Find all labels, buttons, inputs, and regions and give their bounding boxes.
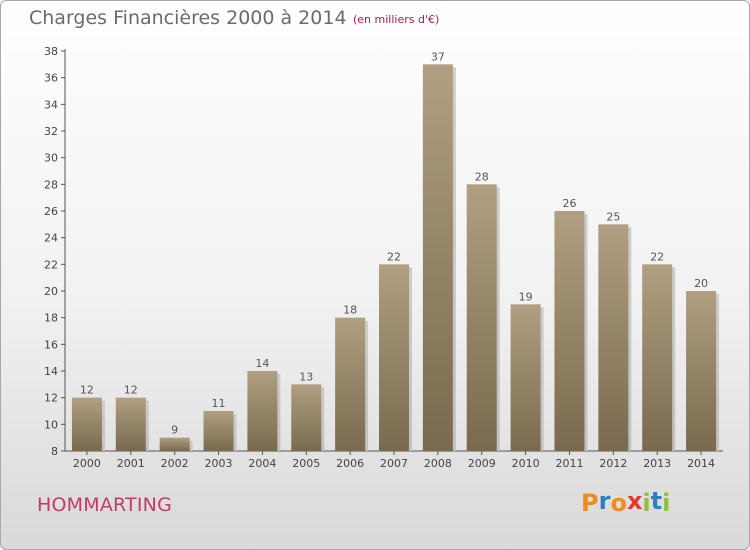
x-tick-label: 2000 [73,457,101,470]
chart-title: Charges Financières 2000 à 2014 [29,7,347,29]
x-tick-label: 2013 [643,457,671,470]
bar-value-label: 19 [519,290,533,303]
x-tick-label: 2001 [117,457,145,470]
logo-letter: r [598,487,611,515]
commune-name: HOMMARTING [37,494,172,516]
y-tick-label: 26 [44,205,58,218]
bar-value-label: 28 [475,170,489,183]
chart-subtitle: (en milliers d'€) [353,13,440,26]
y-tick-label: 34 [44,98,58,111]
logo-letter: i [662,489,671,517]
logo-letter: x [626,487,643,515]
x-tick-label: 2005 [292,457,320,470]
x-tick-label: 2002 [161,457,189,470]
x-tick-label: 2007 [380,457,408,470]
logo-letter: i [642,489,651,517]
logo-letter: P [581,489,599,517]
bar [554,211,585,451]
bar-value-label: 26 [562,197,576,210]
y-tick-label: 36 [44,72,58,85]
bar-value-label: 12 [80,384,94,397]
bars [71,64,720,452]
x-tick-label: 2014 [687,457,715,470]
bar [115,397,146,451]
x-tick-label: 2008 [424,457,452,470]
bar [291,384,322,451]
bar [422,64,453,452]
y-tick-label: 18 [44,312,58,325]
bar [466,184,497,452]
y-tick-label: 10 [44,418,58,431]
bar [203,411,234,451]
bar-value-label: 9 [171,424,178,437]
bar-value-label: 12 [124,384,138,397]
y-tick-label: 16 [44,338,58,351]
bar [598,224,629,451]
bar-value-label: 14 [255,357,269,370]
bar [510,304,541,451]
y-tick-label: 12 [44,392,58,405]
bar-value-label: 13 [299,370,313,383]
bar [686,291,717,451]
x-tick-label: 2011 [555,457,583,470]
bar-value-label: 37 [431,50,445,63]
bar [642,264,673,451]
bar [71,397,102,451]
bar-value-label: 11 [212,397,226,410]
bar [335,317,366,451]
y-tick-label: 22 [44,258,58,271]
bar-value-label: 22 [387,250,401,263]
x-tick-label: 2003 [205,457,233,470]
bar [159,437,190,451]
y-tick-label: 32 [44,125,58,138]
bar [247,371,278,451]
y-tick-label: 28 [44,178,58,191]
bar [379,264,409,451]
x-tick-label: 2009 [468,457,496,470]
y-tick-label: 20 [44,285,58,298]
x-tick-label: 2004 [248,457,276,470]
logo-letter: o [610,489,627,517]
data-labels: 12 12 9 11 14 13 18 22 37 28 19 26 25 22 20 [80,50,708,436]
x-tick-label: 2006 [336,457,364,470]
y-tick-label: 14 [44,365,58,378]
bar-value-label: 25 [606,210,620,223]
x-tick-label: 2010 [512,457,540,470]
proxiti-logo[interactable]: Proxiti [581,487,671,517]
x-tick-label: 2012 [599,457,627,470]
logo-letter: t [650,487,663,515]
y-tick-label: 38 [44,45,58,58]
bar-value-label: 22 [650,250,664,263]
bar-value-label: 20 [694,277,708,290]
bar-value-label: 18 [343,304,357,317]
y-tick-label: 8 [51,445,58,458]
y-tick-label: 24 [44,232,58,245]
y-tick-label: 30 [44,152,58,165]
